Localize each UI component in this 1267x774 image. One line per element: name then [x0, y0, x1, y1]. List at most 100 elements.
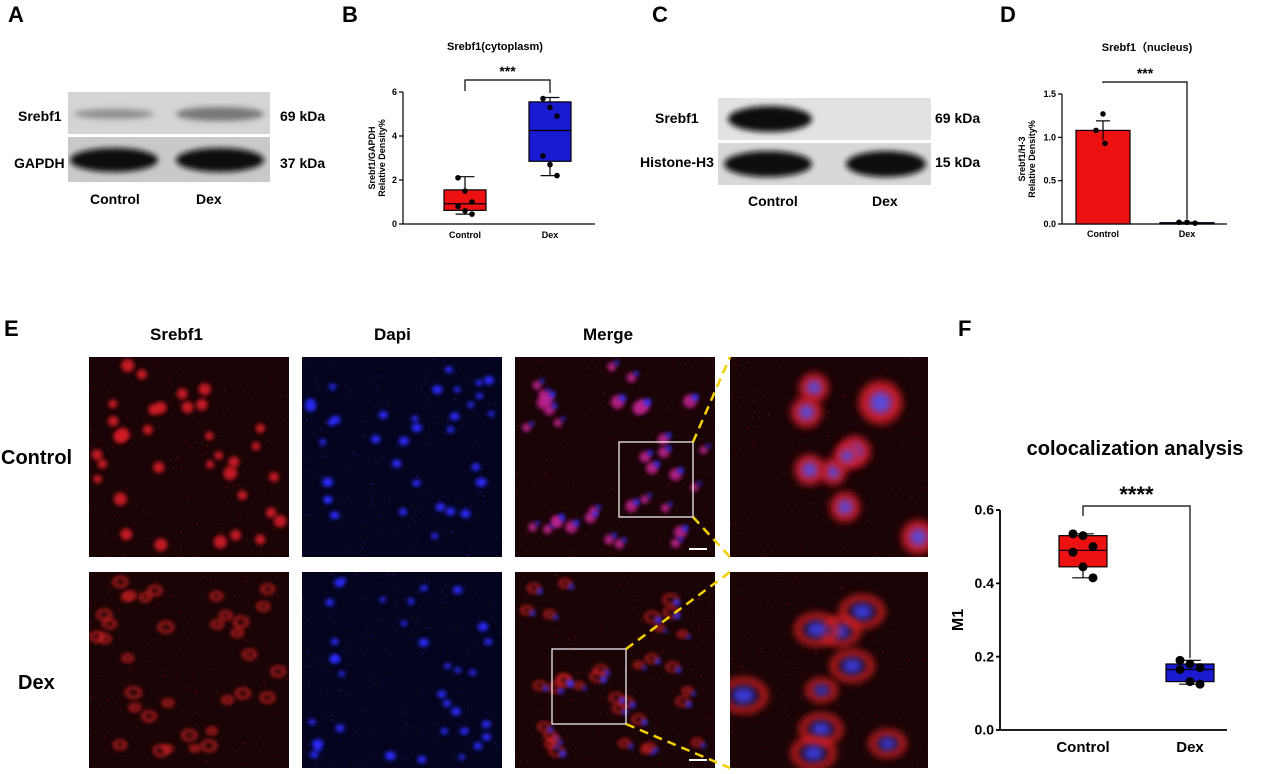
speckle — [584, 360, 587, 363]
speckle — [180, 550, 183, 553]
speckle — [371, 483, 373, 485]
speckle — [442, 359, 445, 362]
nucleus — [475, 379, 483, 386]
cell — [209, 591, 224, 602]
speckle — [687, 589, 690, 591]
speckle — [244, 762, 246, 765]
speckle — [705, 532, 708, 535]
speckle — [451, 530, 453, 533]
micrograph-dex-srebf1 — [89, 572, 289, 768]
speckle — [268, 409, 270, 412]
speckle — [801, 675, 803, 678]
speckle — [416, 475, 419, 477]
cell — [547, 682, 562, 693]
speckle — [655, 680, 658, 682]
speckle — [803, 496, 806, 498]
speckle — [497, 358, 500, 360]
speckle — [516, 492, 519, 495]
speckle — [199, 361, 202, 364]
nucleus — [614, 360, 619, 365]
speckle — [612, 438, 615, 441]
speckle — [172, 467, 175, 469]
cell — [869, 729, 907, 758]
nucleus — [329, 511, 340, 520]
speckle — [825, 377, 828, 380]
speckle — [705, 717, 707, 720]
cell — [107, 415, 119, 427]
cell — [138, 592, 152, 603]
cell — [181, 401, 194, 414]
speckle — [232, 484, 234, 487]
speckle — [126, 417, 128, 420]
nucleus — [547, 726, 554, 733]
speckle — [648, 677, 651, 679]
speckle — [557, 610, 559, 612]
speckle — [470, 375, 472, 378]
speckle — [710, 607, 713, 609]
speckle — [790, 718, 793, 720]
speckle — [405, 404, 408, 407]
panel-label-e: E — [4, 316, 19, 341]
cell — [136, 369, 147, 380]
speckle — [113, 445, 115, 448]
speckle — [413, 519, 416, 522]
speckle — [495, 516, 497, 519]
speckle — [105, 370, 108, 373]
x-tick-label: Dex — [542, 230, 559, 240]
speckle — [774, 721, 776, 724]
speckle — [815, 434, 818, 437]
speckle — [532, 645, 534, 647]
nucleus — [459, 727, 469, 735]
cell — [210, 619, 224, 630]
speckle — [127, 679, 130, 682]
speckle — [187, 469, 189, 471]
speckle — [317, 703, 319, 706]
speckle — [889, 644, 892, 647]
y-axis-label-line2: Relative Density% — [1027, 120, 1037, 198]
speckle — [610, 502, 612, 504]
speckle — [374, 407, 376, 409]
speckle — [182, 555, 184, 557]
speckle — [592, 748, 595, 751]
nucleus — [879, 737, 897, 750]
cell — [791, 736, 836, 768]
speckle — [925, 423, 927, 426]
speckle — [864, 633, 866, 635]
speckle — [825, 500, 827, 503]
speckle — [180, 531, 182, 534]
speckle — [552, 757, 554, 759]
speckle — [592, 616, 595, 619]
y-tick-label: 0.5 — [1043, 176, 1056, 186]
speckle — [601, 698, 603, 701]
nucleus — [582, 686, 587, 691]
y-tick-label: 0.6 — [975, 502, 995, 518]
speckle — [752, 445, 755, 448]
speckle — [583, 681, 585, 684]
speckle — [761, 554, 764, 557]
speckle — [305, 418, 308, 421]
nucleus — [559, 750, 566, 758]
speckle — [904, 682, 907, 685]
speckle — [781, 360, 784, 363]
nucleus — [313, 744, 322, 752]
speckle — [673, 361, 675, 364]
cell — [230, 529, 242, 541]
data-point — [469, 199, 475, 205]
speckle — [425, 443, 427, 445]
significance-bracket — [1102, 81, 1188, 219]
data-point — [540, 95, 546, 102]
speckle — [96, 434, 98, 437]
speckle — [517, 425, 519, 427]
speckle — [118, 636, 121, 638]
nucleus — [467, 401, 475, 408]
speckle — [102, 759, 104, 762]
cell — [181, 729, 198, 741]
speckle — [176, 524, 179, 527]
speckle — [379, 406, 382, 409]
speckle — [320, 657, 323, 659]
speckle — [559, 427, 562, 429]
speckle — [618, 394, 621, 397]
micrograph-background — [730, 357, 928, 557]
speckle — [892, 554, 894, 556]
speckle — [135, 726, 138, 728]
